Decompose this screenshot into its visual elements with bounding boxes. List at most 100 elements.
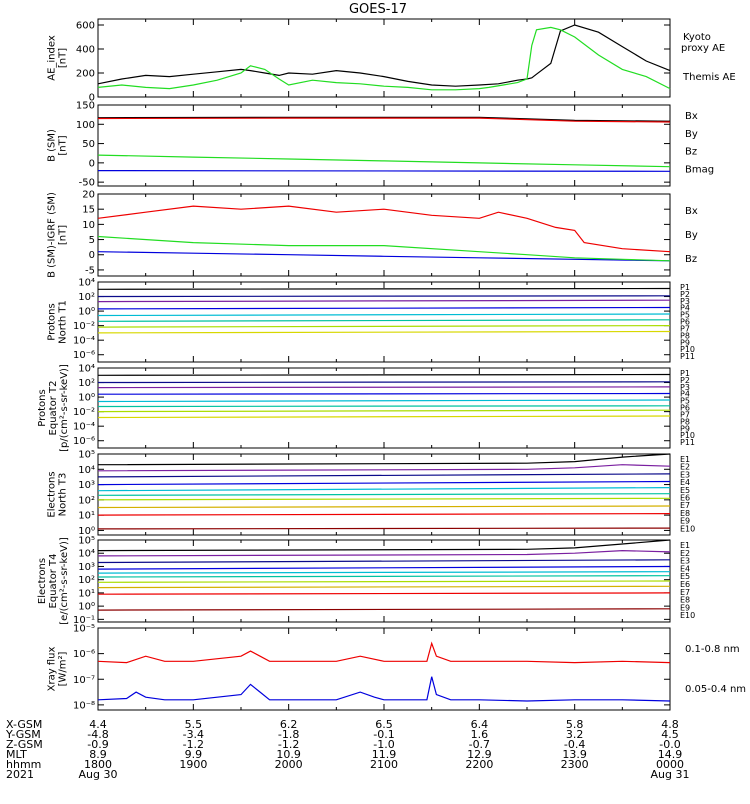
y-tick-label-elec4: 10¹ <box>78 588 95 599</box>
y-tick-label-prot2: 10⁴ <box>78 364 95 375</box>
legend-entry: 0.1-0.8 nm <box>685 644 740 655</box>
y-tick-label-prot2: 10⁻² <box>73 407 95 418</box>
ephemeris-value: 13.9 <box>562 748 587 761</box>
ephemeris-value: 10.9 <box>276 748 301 761</box>
series-line-bdiff-bz <box>97 205 671 253</box>
legend-entry: P2 <box>680 290 690 299</box>
legend-entry: Bx <box>685 206 698 217</box>
legend-entry: E1 <box>680 455 690 464</box>
series-line-xray-0-05-0-4-nm <box>97 676 671 702</box>
legend-entry: Bmag <box>685 164 714 175</box>
y-axis-label-prot2: Equator T2 <box>48 381 59 436</box>
ephemeris-value: -1.0 <box>373 738 394 751</box>
series-line-prot2-p1 <box>97 373 671 376</box>
ephemeris-row-label: Z-GSM <box>6 738 43 751</box>
series-line-bsm-bx <box>97 170 671 172</box>
series-line-elec4-e1 <box>97 539 671 552</box>
series-line-prot1-p4 <box>97 306 671 310</box>
legend-entry: P4 <box>680 390 690 399</box>
y-tick-label-elec3: 10² <box>78 495 95 506</box>
ephemeris-value: -4.8 <box>87 728 108 741</box>
y-tick-label-bsm: 100 <box>76 120 95 131</box>
y-tick-label-xray: 10⁻⁵ <box>73 624 95 635</box>
legend-entry: E5 <box>680 572 690 581</box>
y-tick-label-prot2: 10⁻⁴ <box>73 422 95 433</box>
y-tick-label-bdiff: 0 <box>89 250 95 261</box>
ephemeris-value: -1.2 <box>278 738 299 751</box>
y-axis-label-elec4: [e/(cm²-s-sr-keV)] <box>59 537 70 625</box>
legend-entry: P1 <box>680 369 690 378</box>
y-axis-label-ae: AE_index <box>47 35 58 81</box>
y-tick-label-prot1: 10⁻⁴ <box>73 336 95 347</box>
series-line-prot2-p4 <box>97 392 671 395</box>
series-line-elec3-e4 <box>97 480 671 486</box>
y-tick-label-elec4: 10³ <box>78 562 95 573</box>
series-line-prot2-p5 <box>97 399 671 403</box>
y-axis-label-prot2: [p/(cm²-s-sr-keV)] <box>59 364 70 452</box>
ephemeris-value: 5.5 <box>185 718 203 731</box>
series-line-elec4-e5 <box>97 571 671 574</box>
series-line-elec3-e2 <box>97 464 671 472</box>
legend-entry: E5 <box>680 486 690 495</box>
series-line-prot1-p7 <box>97 325 671 328</box>
series-line-elec3-e10 <box>97 527 671 530</box>
series-line-prot1-p8 <box>97 330 671 334</box>
y-tick-label-bsm: 150 <box>76 101 95 112</box>
ephemeris-value: 9.9 <box>185 748 203 761</box>
y-axis-label-ae: [nT] <box>58 48 69 68</box>
legend-entry: E3 <box>680 470 690 479</box>
y-tick-label-elec4: 10⁴ <box>78 549 95 560</box>
y-axis-label-elec3: Electrons <box>47 471 58 517</box>
legend-entry: E7 <box>680 588 690 597</box>
legend-entry: P8 <box>680 331 690 340</box>
legend-entry: Kyoto <box>683 32 711 43</box>
series-line-elec4-e2 <box>97 549 671 557</box>
legend-entry: P10 <box>680 345 695 354</box>
series-line-prot1-p2 <box>97 295 671 298</box>
y-tick-label-xray: 10⁻⁶ <box>73 649 95 660</box>
legend-entry: Bx <box>685 111 698 122</box>
series-line-elec3-e7 <box>97 497 671 501</box>
ephemeris-value: 14.9 <box>658 748 683 761</box>
series-line-prot1-p5 <box>97 313 671 317</box>
legend-entry: By <box>685 129 698 140</box>
panel-frame-ae <box>97 18 671 98</box>
legend-entry: E3 <box>680 557 690 566</box>
legend-entry: Themis AE <box>682 72 736 83</box>
y-tick-label-bdiff: 5 <box>89 235 95 246</box>
ephemeris-value: 0000 <box>656 758 684 771</box>
ephemeris-row-label: MLT <box>6 748 27 761</box>
series-line-prot2-p7 <box>97 409 671 413</box>
y-tick-label-elec4: 10² <box>78 575 95 586</box>
legend-entry: P7 <box>680 324 690 333</box>
panel-frame-bdiff <box>97 193 671 277</box>
ephemeris-row-label: X-GSM <box>6 718 42 731</box>
series-line-bsm-bz <box>97 117 671 123</box>
y-tick-label-ae: 400 <box>76 45 95 56</box>
series-line-elec4-e6 <box>97 575 671 578</box>
y-tick-label-prot1: 10⁴ <box>78 278 95 289</box>
panel-frame-prot1 <box>97 281 671 363</box>
ephemeris-row-label: Y-GSM <box>5 728 41 741</box>
y-axis-label-elec4: Equator T4 <box>48 554 59 609</box>
series-line-prot2-p2 <box>97 381 671 384</box>
plot-title: GOES-17 <box>349 2 407 17</box>
series-line-bsm-bmag <box>97 116 671 122</box>
legend-entry: P1 <box>680 283 690 292</box>
series-line-prot2-p3 <box>97 386 671 389</box>
legend-entry: E6 <box>680 494 690 503</box>
y-tick-label-elec4: 10⁵ <box>78 536 95 547</box>
legend-entry: P9 <box>680 424 690 433</box>
ephemeris-value: -0.4 <box>564 738 585 751</box>
series-line-bdiff-by <box>97 235 671 262</box>
legend-entry: E9 <box>680 517 690 526</box>
series-line-elec3-e5 <box>97 487 671 492</box>
series-line-elec4-e7 <box>97 580 671 583</box>
legend-entry: P6 <box>680 404 690 413</box>
legend-entry: P3 <box>680 383 690 392</box>
legend-entry: E6 <box>680 580 690 589</box>
y-tick-label-prot2: 10⁻⁶ <box>73 436 95 447</box>
y-axis-label-elec4: Electrons <box>37 558 48 604</box>
